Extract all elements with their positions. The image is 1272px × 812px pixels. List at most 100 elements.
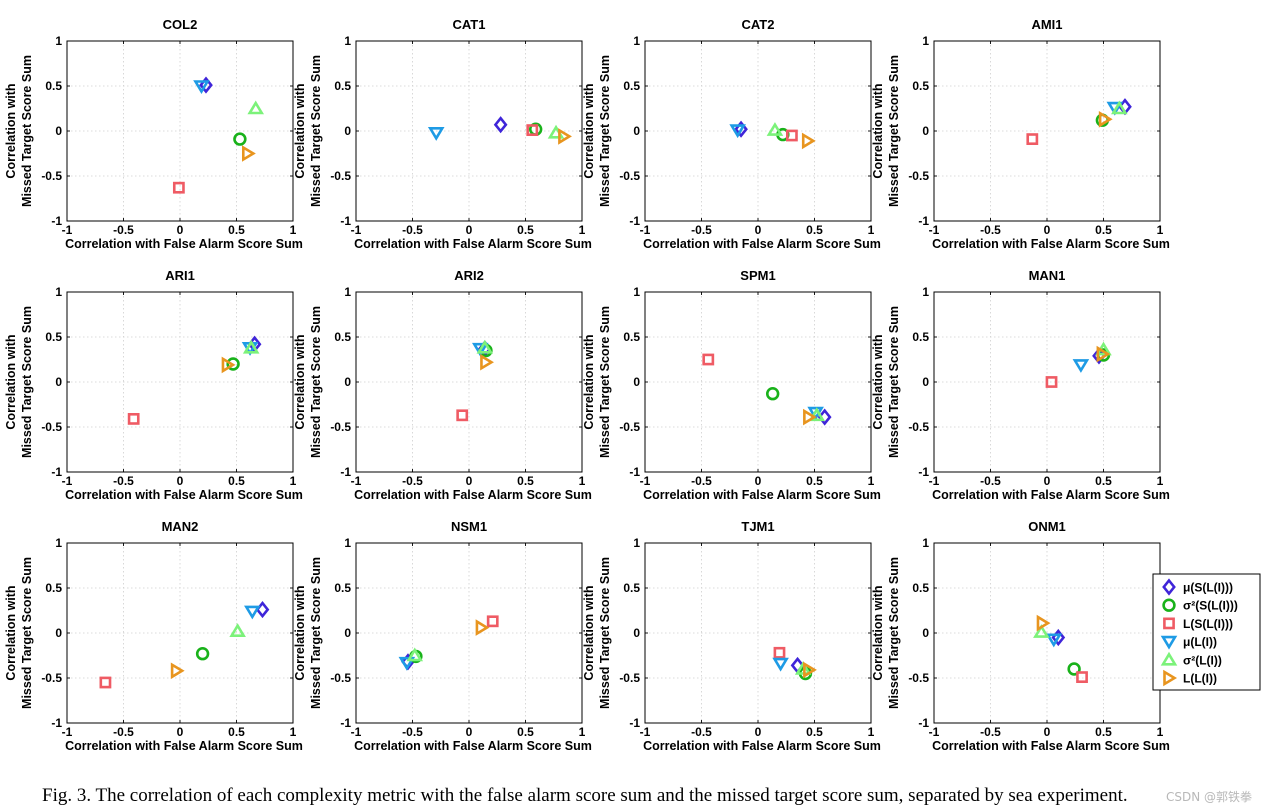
y-tick-label: -0.5 — [41, 420, 62, 434]
legend-marker-mu-l — [1160, 635, 1178, 650]
axes-frame — [644, 40, 872, 222]
x-axis-label: Correlation with False Alarm Score Sum — [643, 739, 881, 753]
y-axis-label-line1: Correlation with — [582, 83, 596, 178]
point-l-s — [1045, 376, 1058, 388]
y-tick-label: -0.5 — [330, 420, 351, 434]
y-tick-label: 0.5 — [45, 330, 62, 344]
y-axis-label: Correlation with Missed Target Score Sum — [293, 306, 323, 458]
panel-title: CAT1 — [453, 17, 486, 32]
y-axis-label: Correlation with Missed Target Score Sum — [4, 55, 34, 207]
y-tick-label: 0.5 — [623, 330, 640, 344]
panel-title: MAN1 — [1029, 268, 1066, 283]
y-axis-label-line1: Correlation with — [293, 334, 307, 429]
point-sigma2-l — [1033, 624, 1050, 638]
x-tick-label: -1 — [62, 725, 73, 739]
point-mu-l — [427, 127, 445, 141]
legend-marker-sigma2-s — [1162, 598, 1176, 612]
y-axis-label: Correlation with Missed Target Score Sum — [582, 557, 612, 709]
x-tick-label: 0.5 — [806, 474, 823, 488]
panel-title: ONM1 — [1028, 519, 1066, 534]
axes-frame — [66, 291, 294, 473]
x-tick-label: -1 — [929, 223, 940, 237]
y-axis-label-line1: Correlation with — [871, 334, 885, 429]
y-tick-label: 1 — [633, 34, 640, 48]
legend-box — [1152, 573, 1261, 691]
x-tick-label: -1 — [62, 223, 73, 237]
axes-frame — [66, 542, 294, 724]
y-tick-label: -0.5 — [908, 169, 929, 183]
point-l-s — [172, 181, 185, 194]
point-mu-l — [472, 342, 489, 357]
x-axis-label: Correlation with False Alarm Score Sum — [354, 739, 592, 753]
point-sigma2-s — [195, 646, 210, 661]
y-axis-label: Correlation with Missed Target Score Sum — [871, 557, 901, 709]
x-tick-label: -0.5 — [113, 725, 134, 739]
point-l-s — [702, 353, 715, 366]
x-tick-label: 0.5 — [806, 725, 823, 739]
y-tick-label: 0.5 — [334, 79, 351, 93]
point-l-l — [803, 661, 817, 679]
panel-man1: -1 -0.5 0 0.5 1 -1 -0.5 0 0.5 1 MAN1 Correlation wi… — [871, 268, 1170, 502]
point-l-l — [475, 619, 490, 636]
y-tick-label: -1 — [51, 465, 62, 479]
y-tick-label: 1 — [344, 536, 351, 550]
panel-title: CAT2 — [742, 17, 775, 32]
x-axis-label: Correlation with False Alarm Score Sum — [932, 739, 1170, 753]
x-tick-label: 0 — [177, 474, 184, 488]
x-axis-label: Correlation with False Alarm Score Sum — [932, 237, 1170, 251]
x-tick-label: 0.5 — [1095, 474, 1112, 488]
point-sigma2-l — [766, 122, 784, 136]
y-axis-label: Correlation with Missed Target Score Sum — [293, 55, 323, 207]
legend-label: σ²(L(I)) — [1183, 653, 1222, 667]
panel-man2: -1 -0.5 0 0.5 1 -1 -0.5 0 0.5 1 MAN2 Correlation wi… — [4, 519, 303, 753]
x-tick-label: -1 — [351, 725, 362, 739]
y-axis-label-line1: Correlation with — [293, 83, 307, 178]
axes-frame — [355, 40, 583, 222]
y-tick-label: 0.5 — [912, 581, 929, 595]
y-tick-label: 0.5 — [623, 79, 640, 93]
panel-ari2: -1 -0.5 0 0.5 1 -1 -0.5 0 0.5 1 ARI2 Correlation wi… — [293, 268, 592, 502]
axes-frame — [644, 542, 872, 724]
point-sigma2-l — [808, 407, 826, 422]
y-axis-label-line2: Missed Target Score Sum — [598, 55, 612, 207]
point-mu-s — [199, 76, 213, 94]
y-tick-label: -0.5 — [619, 169, 640, 183]
y-tick-label: 0 — [633, 375, 640, 389]
x-tick-label: 0.5 — [517, 223, 534, 237]
legend: μ(S(L(I))) σ²(S(L(I))) L(S(L(I))) μ(L(I)) σ²… — [1152, 573, 1261, 691]
panel-col2: -1 -0.5 0 0.5 1 -1 -0.5 0 0.5 1 COL2 Correlation wi… — [4, 17, 303, 251]
x-tick-label: -0.5 — [691, 474, 712, 488]
point-mu-l — [1106, 101, 1124, 116]
y-axis-label: Correlation with Missed Target Score Sum — [293, 557, 323, 709]
y-tick-label: 0 — [922, 375, 929, 389]
x-tick-label: 0.5 — [228, 725, 245, 739]
y-tick-label: 0 — [633, 124, 640, 138]
y-axis-label-line2: Missed Target Score Sum — [887, 306, 901, 458]
point-l-s — [526, 124, 539, 136]
y-axis-label-line2: Missed Target Score Sum — [598, 557, 612, 709]
y-tick-label: -1 — [340, 214, 351, 228]
y-tick-label: -0.5 — [619, 420, 640, 434]
legend-marker-mu-s — [1162, 578, 1176, 596]
x-tick-label: 1 — [290, 725, 297, 739]
y-tick-label: 0.5 — [623, 581, 640, 595]
y-axis-label-line1: Correlation with — [582, 334, 596, 429]
y-axis-label-line2: Missed Target Score Sum — [598, 306, 612, 458]
point-sigma2-l — [406, 647, 424, 662]
y-tick-label: -1 — [340, 465, 351, 479]
x-tick-label: -0.5 — [113, 223, 134, 237]
point-mu-s — [493, 116, 508, 134]
panel-spm1: -1 -0.5 0 0.5 1 -1 -0.5 0 0.5 1 SPM1 Correlation wi… — [582, 268, 881, 502]
axes-frame — [933, 291, 1161, 473]
panel-ami1: -1 -0.5 0 0.5 1 -1 -0.5 0 0.5 1 AMI1 Correlation wi… — [871, 17, 1170, 251]
y-tick-label: -1 — [918, 716, 929, 730]
y-tick-label: 0 — [344, 375, 351, 389]
x-tick-label: 0.5 — [228, 223, 245, 237]
panel-tjm1: -1 -0.5 0 0.5 1 -1 -0.5 0 0.5 1 TJM1 Correlation wi… — [582, 519, 881, 753]
x-tick-label: 1 — [579, 474, 586, 488]
x-tick-label: 1 — [579, 223, 586, 237]
x-axis-label: Correlation with False Alarm Score Sum — [65, 488, 303, 502]
x-tick-label: 1 — [290, 223, 297, 237]
x-tick-label: 0.5 — [228, 474, 245, 488]
panel-title: MAN2 — [162, 519, 199, 534]
